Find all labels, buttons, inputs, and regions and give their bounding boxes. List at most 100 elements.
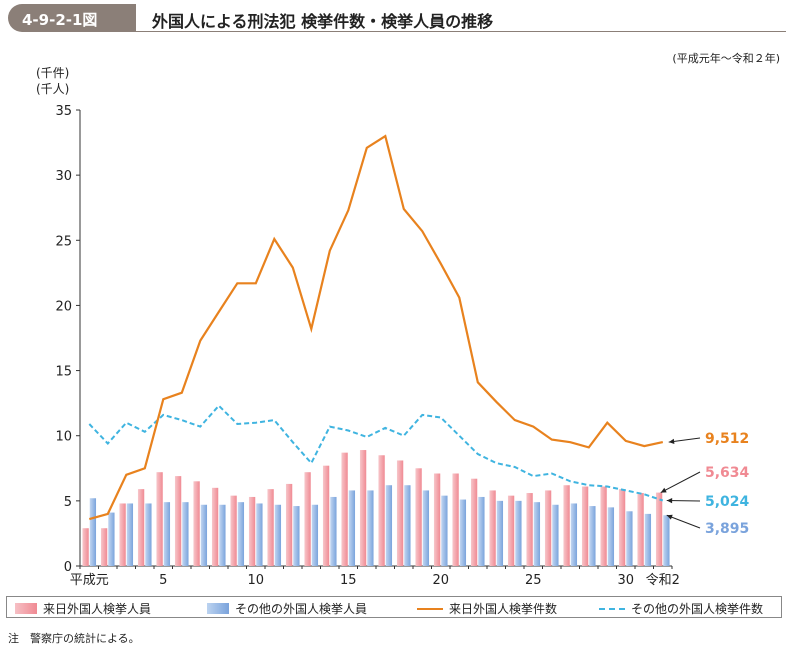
bar-other-persons: [404, 485, 411, 566]
bar-other-persons: [644, 513, 652, 566]
end-label-visitor-cases: 9,512: [705, 431, 749, 447]
bar-visitor-persons: [378, 455, 385, 566]
header-rule: [136, 31, 786, 32]
bar-visitor-persons: [637, 493, 644, 566]
bar-other-persons: [330, 496, 337, 566]
end-label-arrow-line: [666, 514, 701, 529]
bar-other-persons: [219, 504, 226, 566]
legend-label-visitor-cases: 来日外国人検挙件数: [449, 602, 558, 616]
y-tick-label: 30: [55, 169, 72, 184]
chart-plot: 0 5 10 15 20 25 30 35 平成元 5 10 15 20 25 30 令和2 9,512 5,63…: [55, 104, 750, 588]
legend-swatch-visitor-cases: [417, 607, 443, 610]
bar-other-persons: [459, 499, 467, 566]
end-label-other-cases: 5,024: [705, 494, 750, 510]
legend-label-visitor-persons: 来日外国人検挙人員: [43, 602, 152, 616]
legend-item-visitor-persons: 来日外国人検挙人員: [15, 600, 151, 616]
end-label-arrow-line: [660, 471, 701, 494]
y-tick-label: 35: [55, 104, 72, 119]
figure-header: 4-9-2-1図 外国人による刑法犯 検挙件数・検挙人員の推移: [0, 0, 792, 36]
bar-visitor-persons: [415, 468, 422, 566]
end-label-other-persons: 3,895: [705, 521, 749, 537]
bar-visitor-persons: [156, 472, 163, 566]
bar-visitor-persons: [618, 489, 626, 566]
bar-visitor-persons: [230, 495, 237, 566]
legend-item-other-cases: その他の外国人検挙件数: [599, 600, 763, 616]
bar-other-persons: [478, 496, 485, 566]
bar-visitor-persons: [304, 472, 311, 566]
legend-label-other-cases: その他の外国人検挙件数: [631, 602, 764, 616]
bar-other-persons: [441, 495, 448, 566]
bar-visitor-persons: [563, 485, 570, 566]
figure-title: 外国人による刑法犯 検挙件数・検挙人員の推移: [152, 12, 494, 31]
bar-other-persons: [163, 502, 171, 566]
bar-other-persons: [237, 502, 245, 566]
bar-visitor-persons: [359, 450, 367, 566]
bar-visitor-persons: [322, 465, 330, 566]
x-tick-label: 30: [617, 573, 634, 588]
bar-visitor-persons: [396, 460, 404, 566]
x-tick-label: 15: [340, 573, 357, 588]
bar-visitor-persons: [119, 503, 126, 566]
bar-other-persons: [385, 485, 393, 566]
bar-visitor-persons: [100, 528, 108, 566]
x-tick-label: 5: [159, 573, 167, 588]
bar-visitor-persons: [544, 490, 552, 566]
bar-visitor-persons: [526, 493, 533, 566]
legend-item-visitor-cases: 来日外国人検挙件数: [417, 600, 557, 616]
y-tick-label: 15: [55, 365, 72, 380]
bar-visitor-persons: [174, 476, 182, 566]
end-label-arrowhead: [668, 438, 675, 444]
bar-visitor-persons: [285, 483, 293, 566]
end-label-arrowhead: [666, 498, 673, 504]
x-tick-label: 平成元: [70, 573, 109, 588]
bar-visitor-persons: [452, 473, 459, 566]
y-tick-label: 5: [64, 495, 72, 510]
bar-other-persons: [126, 503, 134, 566]
bar-other-persons: [367, 490, 374, 566]
legend-label-other-persons: その他の外国人検挙人員: [235, 602, 368, 616]
bar-visitor-persons: [581, 486, 589, 566]
bar-visitor-persons: [433, 473, 441, 566]
x-tick-label: 25: [525, 573, 542, 588]
bar-visitor-persons: [470, 478, 478, 566]
bar-visitor-persons: [655, 492, 663, 566]
bar-visitor-persons: [193, 481, 200, 566]
bar-other-persons: [422, 490, 430, 566]
bar-other-persons: [182, 502, 189, 566]
bar-other-persons: [607, 507, 615, 566]
bar-other-persons: [108, 512, 115, 566]
legend-swatch-other-cases: [599, 607, 625, 610]
bar-visitor-persons: [489, 490, 496, 566]
bar-other-persons: [515, 500, 522, 566]
legend-swatch-visitor-persons: [15, 603, 37, 614]
period-label: (平成元年～令和２年): [672, 52, 780, 65]
bar-other-persons: [533, 502, 541, 566]
end-label-visitor-persons: 5,634: [705, 465, 750, 481]
bar-other-persons: [274, 504, 282, 566]
y-tick-label: 25: [55, 234, 72, 249]
x-tick-label: 20: [432, 573, 449, 588]
y-tick-label: 10: [55, 430, 72, 445]
bar-visitor-persons: [267, 489, 274, 566]
unit-label-persons: (千人): [36, 82, 70, 96]
figure-number: 4-9-2-1図: [22, 11, 98, 29]
end-label-arrowhead: [666, 514, 673, 520]
x-tick-label: 令和2: [646, 573, 680, 588]
figure-number-badge: 4-9-2-1図: [8, 4, 136, 32]
bar-visitor-persons: [211, 487, 219, 566]
bar-other-persons: [311, 504, 319, 566]
bar-other-persons: [200, 504, 208, 566]
bar-other-persons: [89, 498, 97, 566]
bar-visitor-persons: [600, 486, 607, 566]
y-tick-label: 20: [55, 299, 72, 314]
bar-visitor-persons: [341, 452, 348, 566]
bar-other-persons: [570, 503, 578, 566]
chart-legend: 来日外国人検挙人員 その他の外国人検挙人員 来日外国人検挙件数 その他の外国人検…: [6, 596, 782, 618]
bar-other-persons: [256, 503, 263, 566]
line-visitor-cases: [89, 134, 664, 521]
bar-other-persons: [348, 490, 356, 566]
legend-swatch-other-persons: [207, 603, 229, 614]
bar-visitor-persons: [248, 496, 256, 566]
bar-visitor-persons: [507, 495, 515, 566]
legend-item-other-persons: その他の外国人検挙人員: [207, 600, 367, 616]
